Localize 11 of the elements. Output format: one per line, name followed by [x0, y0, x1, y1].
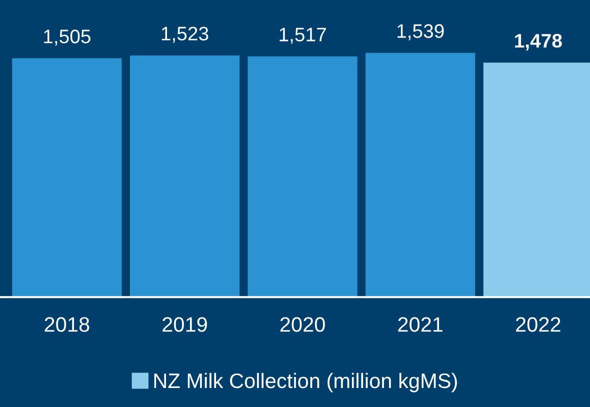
x-tick-label: 2018 [44, 317, 90, 332]
data-label: 1,505 [44, 30, 90, 46]
x-tick-label: 2020 [280, 317, 325, 332]
data-label: 1,517 [280, 28, 326, 44]
data-label: 1,539 [398, 24, 444, 40]
data-label: 1,523 [162, 26, 208, 43]
x-tick-label: 2019 [162, 317, 207, 332]
data-label: 1,478 [515, 34, 562, 50]
legend-label: NZ Milk Collection (million kgMS) [154, 372, 457, 392]
x-tick-label: 2021 [398, 317, 443, 332]
x-tick-label: 2022 [516, 317, 560, 332]
